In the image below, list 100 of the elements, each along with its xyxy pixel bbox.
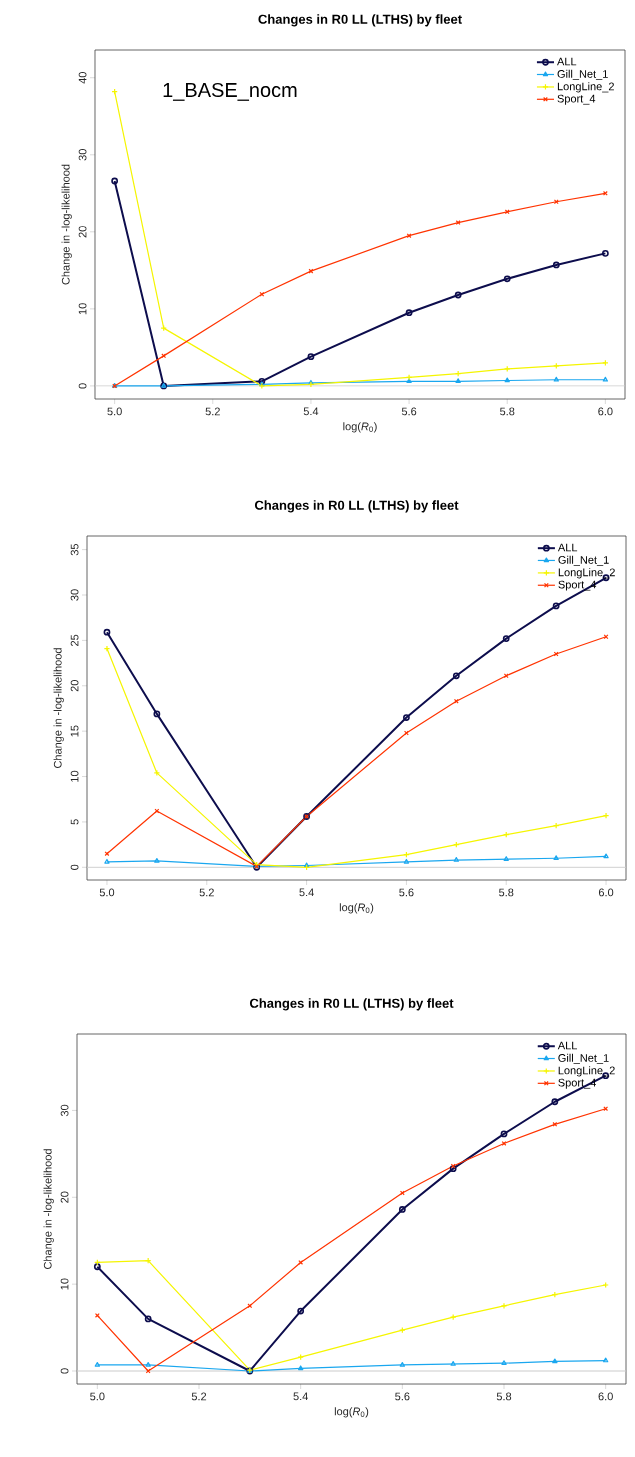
point [455,378,461,384]
legend-label: ALL [557,543,578,552]
x-tick-label: 5.0 [90,1392,105,1401]
x-tick-label: 6.0 [598,407,613,416]
x-tick-label: 5.4 [299,888,314,897]
point [154,808,160,814]
y-tick-label: 0 [70,864,79,870]
point [449,1313,457,1321]
legend-label: ALL [557,1041,578,1050]
y-tick-label: 10 [78,303,87,315]
point [307,353,315,361]
point [405,309,413,317]
legend-label: Gill_Net_1 [557,69,608,80]
point [552,602,560,610]
point [455,220,461,226]
x-tick-label: 5.2 [199,888,214,897]
point [553,855,559,861]
y-tick-label: 25 [70,634,79,646]
point [503,275,511,283]
x-axis-title: log(R$_{0}$) [334,1407,369,1418]
point [552,1121,558,1127]
y-tick-label: 10 [70,770,79,782]
point [502,635,510,642]
y-tick-label: 10 [60,1278,69,1290]
x-tick-label: 5.8 [500,407,515,416]
point [297,1353,304,1361]
x-tick-label: 5.4 [293,1392,308,1401]
point [405,374,413,381]
y-tick-label: 40 [78,72,87,84]
y-axis-title: Change in -log-likelihood [53,648,64,768]
legend-label: LongLine_2 [558,1066,615,1077]
y-tick-label: 0 [78,383,87,389]
y-tick-label: 20 [78,226,87,238]
point [145,1368,151,1374]
point [504,365,511,373]
point [144,1315,152,1323]
chart-title: Changes in R0 LL (LTHS) by fleet [254,500,459,513]
point [551,1098,559,1106]
legend-label: LongLine_2 [557,82,614,93]
legend-label: Sport_4 [557,94,596,105]
point [403,730,409,736]
point [403,714,410,721]
y-tick-label: 30 [78,149,87,161]
y-tick-label: 30 [60,1104,69,1117]
y-tick-label: 5 [70,819,79,825]
chart-title: Changes in R0 LL (LTHS) by fleet [249,998,454,1011]
y-axis-title: Change in -log-likelihood [43,1149,54,1269]
x-tick-label: 5.6 [399,888,414,897]
point [154,857,160,863]
point [500,1302,508,1310]
point [298,1259,304,1265]
point [450,1163,456,1169]
x-axis-title: log(R$_{0}$) [343,422,377,433]
x-tick-label: 5.0 [107,407,122,416]
point [501,1360,507,1365]
point [552,261,560,269]
point [297,1307,305,1315]
point [552,1358,558,1364]
point [297,1365,304,1371]
point [406,233,412,239]
y-tick-label: 0 [60,1368,69,1374]
y-tick-label: 15 [70,725,79,737]
point [453,698,459,704]
x-tick-label: 6.0 [598,888,614,897]
point [453,857,459,862]
point [503,856,509,861]
x-tick-label: 5.2 [191,1392,207,1401]
y-tick-label: 20 [60,1191,69,1203]
point [399,1361,406,1367]
legend-label: Gill_Net_1 [558,1053,609,1064]
y-tick-label: 30 [70,589,79,601]
point [450,1361,456,1366]
chart-title: Changes in R0 LL (LTHS) by fleet [258,14,462,27]
x-tick-label: 5.6 [395,1392,410,1401]
point [145,1361,151,1367]
point [501,1141,507,1146]
legend-label: ALL [557,57,577,66]
x-tick-label: 5.0 [99,888,115,897]
point [399,1190,405,1196]
x-tick-label: 5.6 [401,407,417,416]
y-tick-label: 35 [70,543,79,556]
legend-label: Gill_Net_1 [558,555,609,566]
x-tick-label: 5.2 [205,407,220,416]
point [552,822,560,829]
point [398,1206,406,1213]
y-tick-label: 20 [70,680,79,692]
point [161,353,167,359]
x-tick-label: 5.4 [303,407,319,416]
point [403,858,410,864]
point [153,710,161,718]
point [553,651,559,657]
point [553,362,560,370]
x-tick-label: 6.0 [598,1392,613,1401]
x-tick-label: 5.8 [496,1392,512,1401]
annotation: 1_BASE_nocm [163,82,297,101]
y-axis-title: Change in -log-likelihood [61,164,72,285]
point [160,324,167,332]
point [454,291,462,299]
x-axis-title: log(R$_{0}$) [339,903,374,914]
point [452,672,460,680]
